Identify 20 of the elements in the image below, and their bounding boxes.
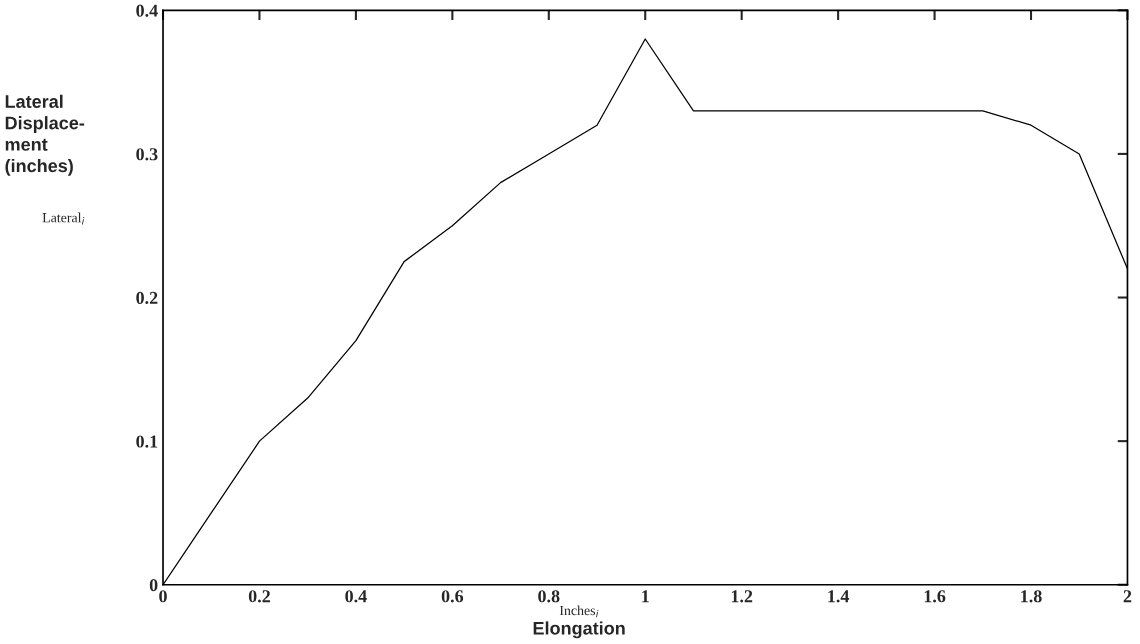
x-tick-label: 1.6 bbox=[924, 590, 946, 603]
x-tick-label: 1.4 bbox=[828, 590, 850, 603]
y-tick-label: 0.1 bbox=[136, 435, 158, 448]
y-tick-label: 0.4 bbox=[136, 4, 158, 17]
x-tick-label: 0 bbox=[159, 590, 167, 603]
y-axis-title: Lateral Displace- ment (inches) bbox=[5, 94, 85, 176]
x-tick-label: 0.8 bbox=[538, 590, 560, 603]
x-axis-title: Inches$_{i}$ bbox=[559, 605, 599, 618]
y-tick-label: 0.2 bbox=[136, 291, 158, 305]
y-tick-label: 0.3 bbox=[136, 148, 158, 161]
x-tick-label: 0.2 bbox=[248, 590, 270, 603]
x-tick-label: 1.2 bbox=[731, 590, 753, 603]
y-tick-label: 0 bbox=[149, 579, 158, 592]
text: Lateral$_{i}$ bbox=[42, 212, 85, 225]
x-tick-label: 1.8 bbox=[1021, 590, 1042, 603]
x-tick-label: 0.4 bbox=[345, 590, 367, 603]
x-tick-label: 2 bbox=[1123, 590, 1132, 603]
x-tick-label: 1 bbox=[642, 590, 649, 603]
text: Elongation bbox=[533, 621, 625, 639]
x-tick-label: 0.6 bbox=[441, 590, 464, 603]
